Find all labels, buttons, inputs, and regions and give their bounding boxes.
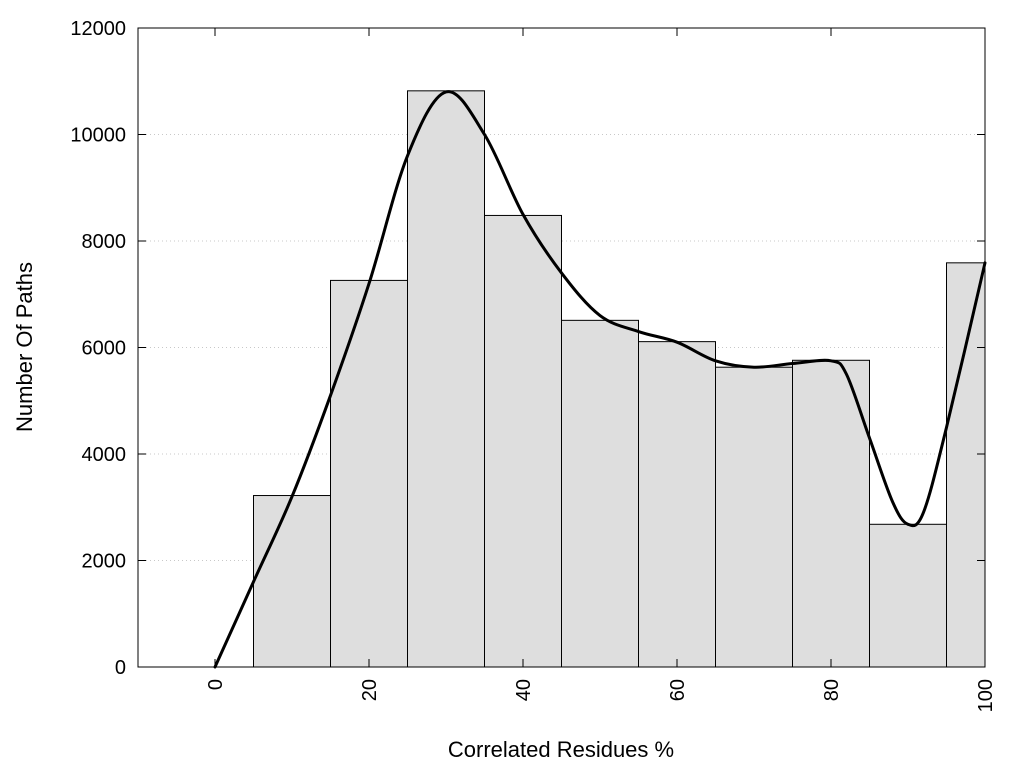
bar [792, 359, 870, 668]
y-tick-label: 6000 [82, 338, 127, 360]
y-axis-title: Number Of Paths [12, 262, 37, 432]
bar [253, 495, 331, 668]
x-tick-label: 20 [359, 679, 381, 701]
x-axis-title: Correlated Residues % [448, 737, 674, 762]
y-tick-labels: 0 2000 4000 6000 8000 10000 12000 [70, 18, 126, 679]
bar [561, 319, 639, 668]
y-tick-label: 4000 [82, 444, 127, 466]
bar [407, 90, 485, 668]
y-tick-label: 0 [115, 657, 126, 679]
bar [330, 279, 408, 668]
bar [484, 214, 562, 668]
y-tick-label: 8000 [82, 231, 127, 253]
x-tick-label: 100 [975, 679, 997, 712]
axis-ticks [138, 27, 986, 668]
x-tick-label: 40 [513, 679, 535, 701]
x-tick-label: 60 [667, 679, 689, 701]
density-curve [213, 90, 987, 669]
x-tick-labels: 0 20 40 60 80 100 [205, 679, 997, 712]
y-tick-label: 12000 [70, 18, 126, 40]
bar [869, 523, 947, 668]
y-tick-label: 10000 [70, 125, 126, 147]
bars [253, 90, 986, 668]
x-tick-label: 0 [205, 679, 227, 690]
x-tick-label: 80 [821, 679, 843, 701]
bar [715, 366, 793, 668]
bar [638, 341, 716, 668]
bar [946, 262, 986, 668]
y-tick-label: 2000 [82, 551, 127, 573]
